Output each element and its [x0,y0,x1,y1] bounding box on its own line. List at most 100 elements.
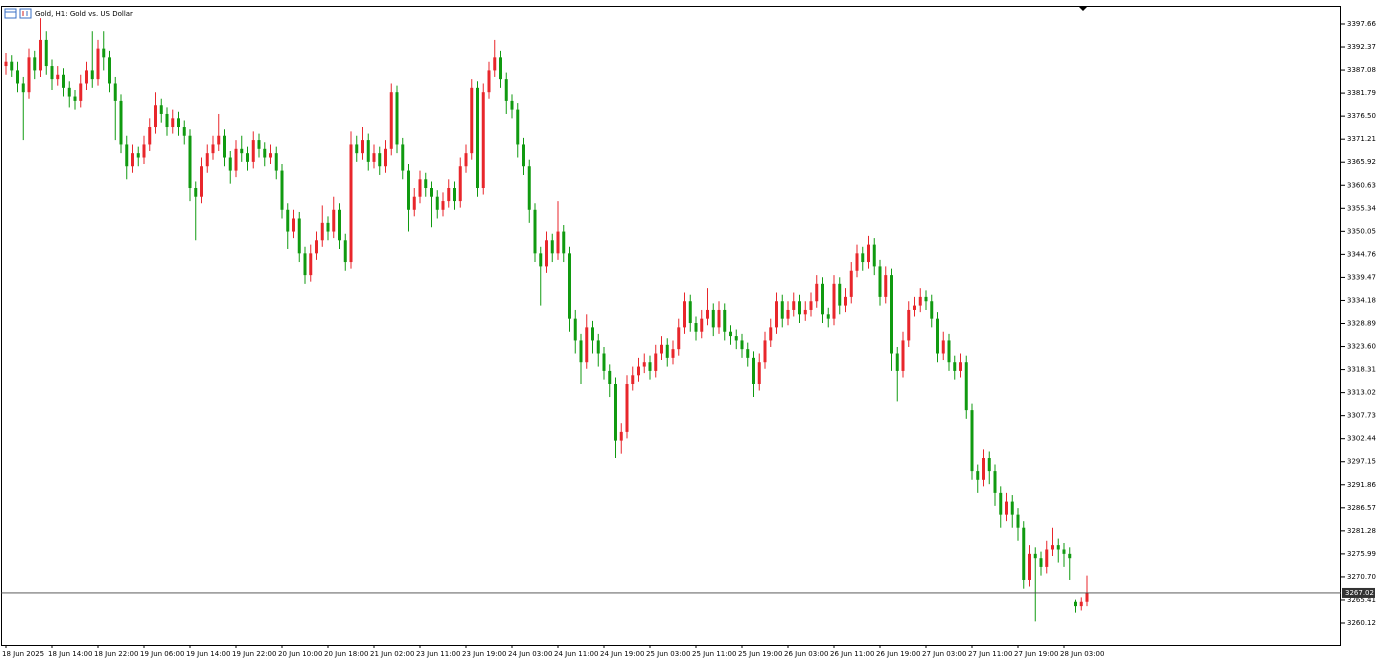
candle-body [924,296,928,302]
y-tick-label: 3260.12 [1347,619,1376,627]
candle-body [1028,553,1031,580]
y-tick-label: 3302.44 [1347,435,1376,443]
candle-body [407,170,410,210]
candle-body [90,70,94,80]
candle-body [780,301,784,319]
candle-body [366,140,370,162]
candle-body [648,362,652,371]
candle-body [303,253,307,276]
x-tick-label: 27 Jun 19:00 [1014,650,1058,658]
x-tick-label: 23 Jun 11:00 [416,650,460,658]
candle-body [677,327,681,350]
candle-body [642,362,646,367]
candle-body [297,218,301,254]
candle-body [608,370,612,384]
icon [19,8,32,19]
candle-body [1005,501,1008,515]
candle-body [970,410,974,472]
candle-body [240,148,244,154]
plot-frame [1,6,1341,646]
candle-body [838,283,842,306]
y-tick-label: 3360.63 [1347,181,1376,189]
candle-body [579,340,583,363]
candle-body [56,74,60,80]
candle-body [136,153,140,158]
candle-body [119,100,123,145]
y-tick-label: 3328.89 [1347,319,1376,327]
y-tick-label: 3397.66 [1347,20,1376,28]
candle-body [263,148,267,158]
candle-body [217,135,221,145]
candle-body [729,331,732,337]
x-tick-label: 18 Jun 2025 [2,650,44,658]
candle-body [470,87,474,154]
y-tick-label: 3291.86 [1347,481,1376,489]
candle-body [154,105,157,128]
x-tick-label: 23 Jun 19:00 [462,650,506,658]
candle-body [274,153,278,171]
candle-body [654,353,658,371]
candle-body [39,39,42,71]
candle-body [430,188,433,197]
candle-body [16,70,19,84]
candle-body [286,209,290,232]
candle-body [349,144,353,263]
candle-body [384,148,387,167]
candle-body [33,57,37,71]
candle-body [769,327,773,341]
candle-body [614,383,617,441]
candle-body [516,109,520,145]
candle-body [832,283,836,319]
candle-body [683,301,686,328]
candle-body [660,344,663,354]
candle-body [355,144,359,154]
candle-body [1051,545,1054,550]
candle-body [941,340,945,354]
candle-body [723,309,727,332]
icon [4,8,17,19]
x-tick-label: 24 Jun 11:00 [554,650,598,658]
candle-body [424,179,428,189]
candle-body [763,340,767,363]
candle-body [188,135,192,189]
candle-body [269,153,272,158]
candle-body [504,79,508,101]
y-tick-label: 3323.60 [1347,343,1376,351]
candle-body [447,188,451,202]
candle-body [573,318,577,341]
candle-body [746,349,750,358]
candle-body [671,349,675,358]
candle-body [194,188,198,197]
candle-body [85,70,88,84]
candle-body [1010,501,1014,515]
candle-body [332,209,336,232]
candle-body [556,231,560,254]
candle-body [527,166,531,210]
x-tick-label: 27 Jun 11:00 [968,650,1012,658]
toolbar-icons [4,8,32,19]
candle-body [700,318,704,332]
candle-body [205,153,209,167]
candle-body [1033,553,1037,559]
candle-body [44,39,48,67]
chart-title: Gold, H1: Gold vs. US Dollar [35,10,133,18]
candle-body [102,48,106,58]
x-tick-label: 27 Jun 03:00 [922,650,966,658]
y-tick-label: 3318.31 [1347,366,1376,374]
candle-body [223,135,226,158]
candle-body [1068,553,1072,559]
y-tick-label: 3270.70 [1347,573,1376,581]
candle-body [959,362,962,371]
candle-body [343,240,347,263]
candle-body [418,179,422,197]
candle-body [487,70,491,93]
candle-body [1039,558,1043,567]
candle-body [251,140,255,162]
x-tick-label: 26 Jun 19:00 [876,650,920,658]
candle-body [884,275,888,297]
candle-body [309,253,313,276]
x-tick-label: 26 Jun 03:00 [784,650,828,658]
candle-body [67,87,71,97]
